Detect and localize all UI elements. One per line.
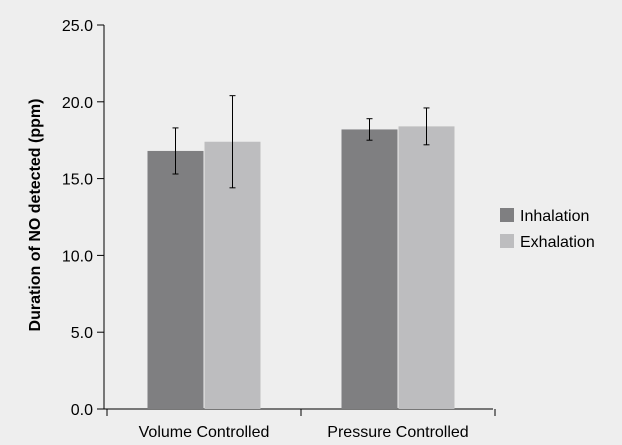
legend-swatch-exhalation (500, 234, 514, 248)
y-tick-label: 5.0 (71, 325, 93, 342)
x-tick-label: Volume Controlled (139, 424, 270, 441)
bar-inhalation-2 (342, 129, 398, 409)
legend: Inhalation Exhalation (500, 208, 595, 251)
y-tick-label: 15.0 (62, 172, 93, 189)
y-axis-title: Duration of NO detected (ppm) (27, 99, 44, 332)
bar-exhalation-2 (399, 126, 455, 409)
legend-label-exhalation: Exhalation (520, 234, 595, 251)
x-tick-label: Pressure Controlled (327, 424, 468, 441)
legend-label-inhalation: Inhalation (520, 208, 589, 225)
bars (148, 126, 455, 409)
bar-inhalation-1 (148, 151, 204, 409)
y-ticks: 0.0 5.0 10.0 15.0 20.0 25.0 (62, 18, 104, 419)
y-tick-label: 10.0 (62, 248, 93, 265)
legend-swatch-inhalation (500, 208, 514, 222)
y-tick-label: 20.0 (62, 95, 93, 112)
y-tick-label: 0.0 (71, 402, 93, 419)
x-ticks: Volume Controlled Pressure Controlled (107, 409, 495, 441)
y-tick-label: 25.0 (62, 18, 93, 35)
